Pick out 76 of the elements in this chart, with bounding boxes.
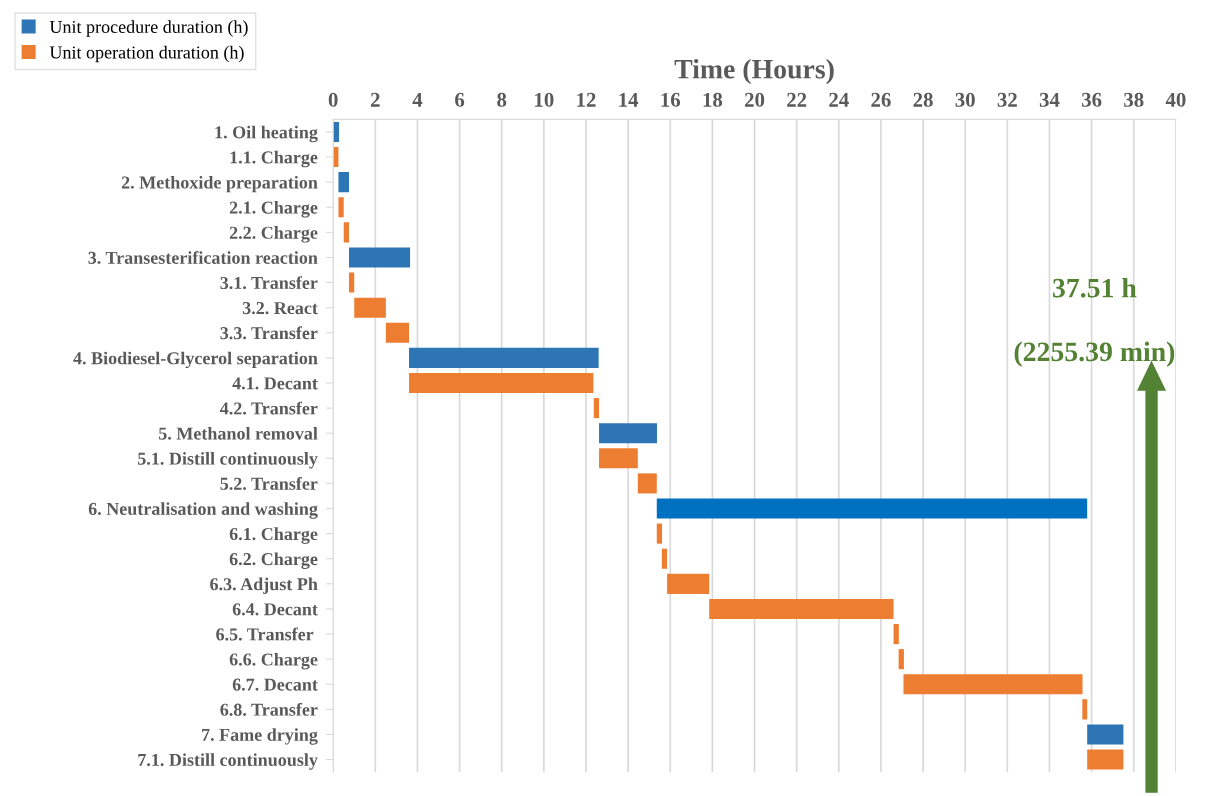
- x-tick-label: 10: [535, 92, 554, 107]
- y-tick-label: 3. Transesterification reaction: [88, 251, 318, 264]
- x-tick-label: 38: [1124, 92, 1144, 107]
- bar: [637, 473, 657, 494]
- y-tick-label: 3.2. React: [242, 301, 318, 315]
- bar: [656, 523, 663, 544]
- y-tick-label: 6.2. Charge: [229, 552, 318, 569]
- bar: [709, 598, 894, 619]
- x-tick-label: 34: [1039, 92, 1060, 107]
- x-tick-label: 16: [661, 92, 681, 107]
- bar: [656, 498, 1088, 519]
- y-tick-label: 3.3. Transfer: [220, 326, 318, 340]
- bar: [385, 322, 410, 343]
- bar: [898, 649, 904, 670]
- y-tick-label: 5.1. Distill continuously: [138, 452, 318, 469]
- y-tick-label: 6.6. Charge: [229, 652, 318, 670]
- bar: [1082, 699, 1088, 720]
- x-tick-label: 6: [455, 92, 465, 107]
- y-tick-label: 6.1. Charge: [229, 527, 318, 544]
- x-axis-title: Time (Hours): [674, 59, 834, 85]
- legend-label: Unit procedure duration (h): [49, 20, 248, 37]
- bar: [343, 222, 349, 243]
- y-tick-label: 1. Oil heating: [215, 125, 318, 143]
- bar: [409, 372, 594, 394]
- x-tick-label: 40: [1165, 92, 1186, 107]
- y-tick-label: 7.1. Distill continuously: [138, 753, 318, 770]
- y-tick-label: 6. Neutralisation and washing: [88, 502, 318, 519]
- y-tick-label: 3.1. Transfer: [220, 276, 318, 290]
- bar: [338, 172, 349, 193]
- bar: [409, 347, 599, 368]
- bar: [661, 548, 668, 569]
- bar: [348, 247, 411, 268]
- bar: [348, 272, 355, 293]
- x-tick-label: 22: [787, 92, 807, 107]
- bar: [1087, 749, 1124, 770]
- bar: [1087, 724, 1124, 745]
- x-tick-label: 18: [703, 92, 723, 107]
- x-tick-label: 0: [328, 92, 338, 107]
- y-tick-label: 4. Biodiesel-Glycerol separation: [73, 351, 318, 369]
- x-tick-label: 4: [412, 92, 423, 107]
- y-tick-label: 6.7. Decant: [232, 678, 318, 691]
- y-tick-label: 6.5. Transfer: [216, 627, 314, 641]
- bar: [893, 624, 899, 645]
- x-tick-label: 24: [829, 92, 849, 107]
- annotation: 37.51 h: [1053, 277, 1137, 298]
- bar: [667, 573, 710, 594]
- y-tick-label: 6.3. Adjust Ph: [210, 577, 318, 594]
- bar: [593, 398, 600, 419]
- x-tick-label: 30: [955, 92, 975, 107]
- x-tick-label: 8: [497, 92, 507, 107]
- y-tick-label: 2. Methoxide preparation: [121, 175, 318, 193]
- x-tick-label: 36: [1081, 92, 1102, 107]
- y-tick-label: 1.1. Charge: [230, 150, 318, 168]
- y-tick-label: 2.2. Charge: [229, 226, 318, 243]
- annotation: (2255.39 min): [1014, 341, 1175, 367]
- bar: [599, 423, 657, 444]
- bar: [903, 674, 1083, 695]
- y-tick-label: 6.4. Decant: [232, 603, 318, 616]
- y-tick-label: 5. Methanol removal: [158, 426, 318, 440]
- y-tick-label: 5.2. Transfer: [220, 476, 318, 490]
- x-tick-label: 2: [370, 92, 380, 107]
- bar: [354, 297, 386, 318]
- y-tick-label: 7. Fame drying: [202, 728, 318, 745]
- x-tick-label: 12: [577, 92, 596, 107]
- x-tick-label: 32: [997, 92, 1017, 107]
- x-tick-label: 20: [744, 92, 765, 107]
- x-tick-label: 26: [871, 92, 891, 107]
- y-tick-label: 4.1. Decant: [232, 377, 318, 390]
- bar: [599, 448, 638, 469]
- bar: [338, 197, 344, 218]
- y-tick-label: 2.1. Charge: [229, 201, 318, 218]
- y-tick-label: 6.8. Transfer: [220, 702, 318, 716]
- legend-label: Unit operation duration (h): [49, 45, 244, 63]
- y-tick-label: 4.2. Transfer: [220, 401, 318, 415]
- x-tick-label: 28: [913, 92, 933, 107]
- x-tick-label: 14: [619, 92, 639, 107]
